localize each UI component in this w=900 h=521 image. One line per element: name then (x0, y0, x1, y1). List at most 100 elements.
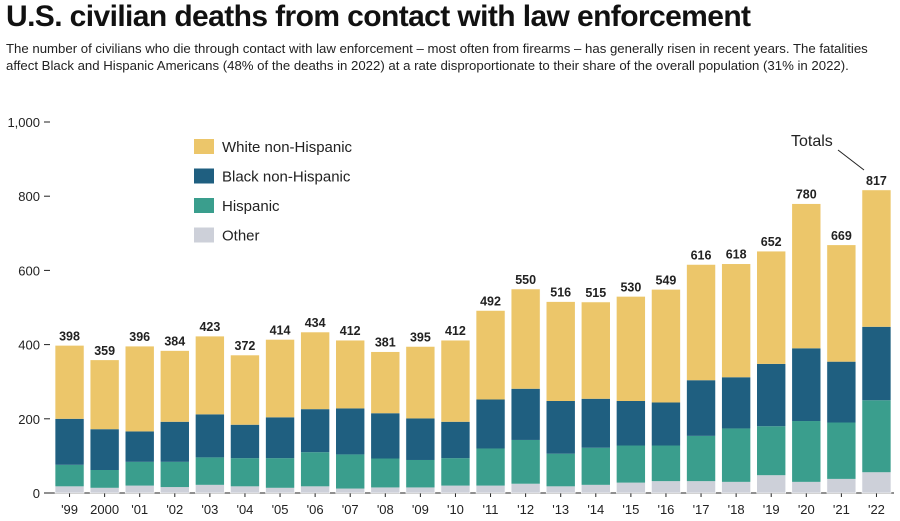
bar-segment-black-non-hispanic (370, 413, 400, 459)
y-tick-label: 1,000 (7, 115, 40, 130)
total-label: 530 (620, 280, 641, 294)
bar-segment-other (265, 487, 295, 493)
bar-segment-black-non-hispanic (195, 414, 225, 458)
bar-segment-white-non-hispanic (335, 340, 365, 409)
x-tick-label: '02 (166, 502, 183, 517)
bar-segment-black-non-hispanic (546, 400, 576, 454)
bar-segment-white-non-hispanic (405, 346, 435, 419)
x-tick-label: '01 (131, 502, 148, 517)
chart-title: U.S. civilian deaths from contact with l… (6, 0, 751, 33)
y-tick-label: 0 (33, 486, 40, 501)
bar-segment-other (300, 486, 330, 493)
x-tick-label: '10 (447, 502, 464, 517)
bar-segment-other (230, 486, 260, 493)
bar-segment-other (195, 484, 225, 493)
bar-outline (230, 354, 260, 494)
legend-label-white-non-hispanic: White non-Hispanic (222, 139, 353, 156)
bar-segment-hispanic (546, 453, 576, 487)
bar-segment-other (476, 485, 506, 493)
bar-segment-other (440, 485, 470, 493)
bar-segment-other (756, 475, 786, 493)
bar-segment-white-non-hispanic (125, 346, 155, 432)
bar-outline (545, 301, 576, 494)
bar-segment-black-non-hispanic (300, 409, 330, 453)
bar-outline (475, 310, 506, 494)
bar-segment-white-non-hispanic (861, 189, 891, 327)
total-label: 434 (305, 316, 326, 330)
bar-outline (124, 345, 155, 494)
y-tick-label: 200 (18, 412, 40, 427)
bar-segment-black-non-hispanic (265, 417, 295, 459)
bar-segment-hispanic (55, 464, 85, 487)
bar-segment-hispanic (511, 439, 541, 484)
x-tick-label: '12 (517, 502, 534, 517)
x-tick-label: '09 (412, 502, 429, 517)
bar-segment-white-non-hispanic (826, 244, 856, 362)
bar-outline (405, 346, 436, 494)
bar-segment-hispanic (651, 445, 681, 482)
x-tick-label: '13 (552, 502, 569, 517)
bar-segment-white-non-hispanic (756, 251, 786, 364)
x-tick-label: 2000 (90, 502, 119, 517)
y-tick-label: 800 (18, 189, 40, 204)
bar-outline (510, 288, 541, 494)
bar-segment-hispanic (335, 454, 365, 489)
bar-outline (791, 203, 822, 494)
bar-segment-hispanic (721, 428, 751, 482)
total-label: 412 (340, 324, 361, 338)
bar-segment-black-non-hispanic (511, 388, 541, 440)
bar-outline (756, 250, 787, 494)
bar-segment-other (546, 486, 576, 493)
total-label: 618 (726, 248, 747, 262)
bar-segment-other (721, 481, 751, 493)
x-tick-label: '16 (657, 502, 674, 517)
bar-segment-hispanic (90, 469, 120, 488)
y-tick-label: 400 (18, 338, 40, 353)
bar-segment-white-non-hispanic (546, 301, 576, 401)
x-tick-label: '99 (61, 502, 78, 517)
x-tick-label: '15 (622, 502, 639, 517)
legend-label-hispanic: Hispanic (222, 198, 280, 215)
bar-segment-other (160, 487, 190, 493)
bar-segment-black-non-hispanic (861, 326, 891, 401)
totals-annotation: Totals (791, 133, 833, 150)
bar-segment-hispanic (476, 448, 506, 486)
bar-segment-other (335, 488, 365, 493)
bar-segment-black-non-hispanic (55, 418, 85, 465)
bar-segment-hispanic (581, 447, 611, 485)
total-label: 384 (164, 335, 185, 349)
total-label: 780 (796, 188, 817, 202)
bar-segment-white-non-hispanic (440, 340, 470, 422)
bar-outline (265, 339, 295, 494)
bar-outline (616, 296, 646, 494)
totals-layer: 398 359 396 384 423 372 414 434 412 381 395 412 492 5… (59, 174, 887, 358)
x-tick-label: '04 (236, 502, 253, 517)
bar-segment-hispanic (686, 435, 716, 482)
x-tick-label: '21 (833, 502, 850, 517)
legend-label-other: Other (222, 228, 260, 245)
bar-segment-hispanic (265, 458, 295, 488)
bar-segment-hispanic (616, 445, 646, 483)
total-label: 515 (585, 286, 606, 300)
bar-outline (300, 331, 330, 494)
bar-segment-other (55, 486, 85, 493)
x-tick-label: '20 (798, 502, 815, 517)
total-label: 549 (656, 273, 677, 287)
bar-segment-black-non-hispanic (405, 418, 435, 460)
bar-segment-hispanic (861, 400, 891, 473)
bar-segment-black-non-hispanic (125, 431, 155, 462)
bar-segment-hispanic (195, 457, 225, 485)
x-tick-label: '19 (763, 502, 780, 517)
x-tick-label: '06 (307, 502, 324, 517)
bar-segment-white-non-hispanic (90, 359, 120, 430)
bar-outline (686, 264, 716, 494)
bar-segment-black-non-hispanic (756, 363, 786, 427)
bar-segment-other (405, 487, 435, 493)
bar-segment-black-non-hispanic (160, 421, 190, 462)
x-tick-label: '03 (201, 502, 218, 517)
legend-swatch-hispanic (194, 198, 214, 213)
total-label: 381 (375, 336, 396, 350)
total-label: 550 (515, 273, 536, 287)
chart-subtitle: The number of civilians who die through … (6, 41, 868, 73)
total-label: 372 (235, 339, 256, 353)
